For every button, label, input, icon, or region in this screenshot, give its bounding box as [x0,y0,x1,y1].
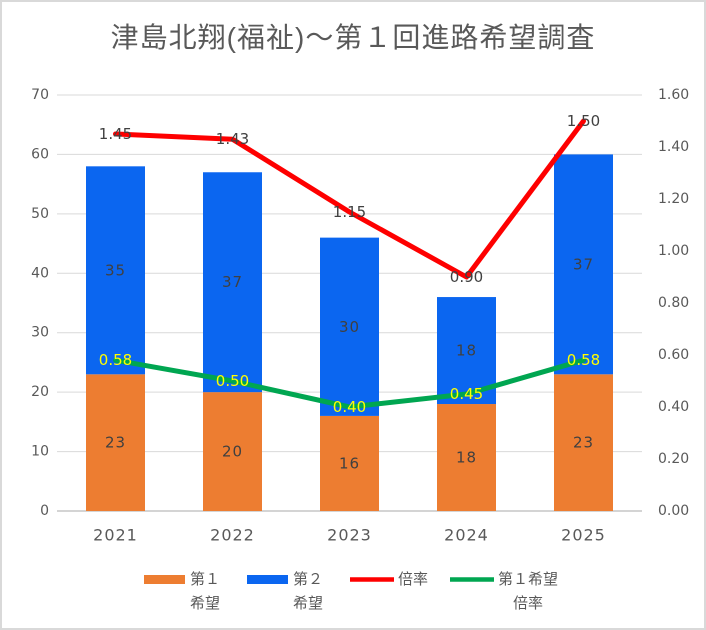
bar-segment [86,166,145,375]
right-axis-tick-label: 0.60 [658,347,689,363]
x-axis-category-label: 2023 [327,526,372,545]
bar-value-label: 16 [339,454,360,472]
series-line [113,118,586,280]
left-axis-tick-label: 0 [40,503,49,519]
bar-value-label: 37 [573,255,594,273]
bar-value-label: 23 [105,434,126,452]
legend-label: 倍率 [513,594,543,612]
bar-segment [554,154,613,375]
chart-title: 津島北翔(福祉)～第１回進路希望調査 [110,22,596,53]
line-value-label: 0.58 [99,351,132,369]
bar-segment [554,374,613,511]
right-axis-tick-label: 0.20 [658,451,689,467]
bar-segment [203,392,262,511]
legend-label: 第１ [190,570,220,588]
bar-value-label: 30 [339,318,360,336]
x-axis-category-label: 2024 [444,526,489,545]
left-axis-tick-label: 30 [31,325,49,341]
left-axis-tick-label: 10 [31,444,49,460]
left-axis-tick-label: 70 [31,87,49,103]
left-axis-tick-label: 60 [31,146,49,162]
left-axis-tick-label: 40 [31,265,49,281]
left-axis-tick-label: 50 [31,206,49,222]
line-value-label: 0.40 [333,398,366,416]
bar-segment [320,415,379,511]
legend-swatch [247,575,288,584]
x-axis-category-label: 2025 [561,526,606,545]
line-value-label: 0.58 [567,351,600,369]
line-value-label: 0.90 [450,268,483,286]
bar-segment [86,374,145,511]
bar-value-label: 23 [573,434,594,452]
legend-label: 倍率 [398,570,428,588]
legend-label: 希望 [293,594,323,612]
right-axis-tick-label: 0.80 [658,295,689,311]
right-axis-tick-label: 1.00 [658,243,689,259]
line-value-label: 0.50 [216,372,249,390]
right-axis-tick-label: 1.60 [658,87,689,103]
left-axis-tick-label: 20 [31,384,49,400]
legend-label: 第１希望 [498,570,558,588]
line-value-label: 1.15 [333,203,366,221]
x-axis-category-label: 2022 [210,526,255,545]
bar-segment [320,237,379,416]
line-value-label: 0.45 [450,385,483,403]
x-axis-category-label: 2021 [93,526,138,545]
series-line [113,357,586,410]
bar-value-label: 20 [222,443,243,461]
legend-label: 希望 [190,594,220,612]
legend-swatch [144,575,185,584]
right-axis-tick-label: 0.40 [658,399,689,415]
line-value-label: 1.43 [216,130,249,148]
bar-value-label: 37 [222,273,243,291]
bar-segment [203,172,262,393]
bar-value-label: 18 [456,449,477,467]
bar-segment [437,404,496,511]
bar-value-label: 35 [105,261,126,279]
line-value-label: 1.50 [567,112,600,130]
bar-value-label: 18 [456,342,477,360]
right-axis-tick-label: 0.00 [658,503,689,519]
right-axis-tick-label: 1.40 [658,139,689,155]
line-value-label: 1.45 [99,125,132,143]
right-axis-tick-label: 1.20 [658,191,689,207]
legend-label: 第２ [293,570,323,588]
